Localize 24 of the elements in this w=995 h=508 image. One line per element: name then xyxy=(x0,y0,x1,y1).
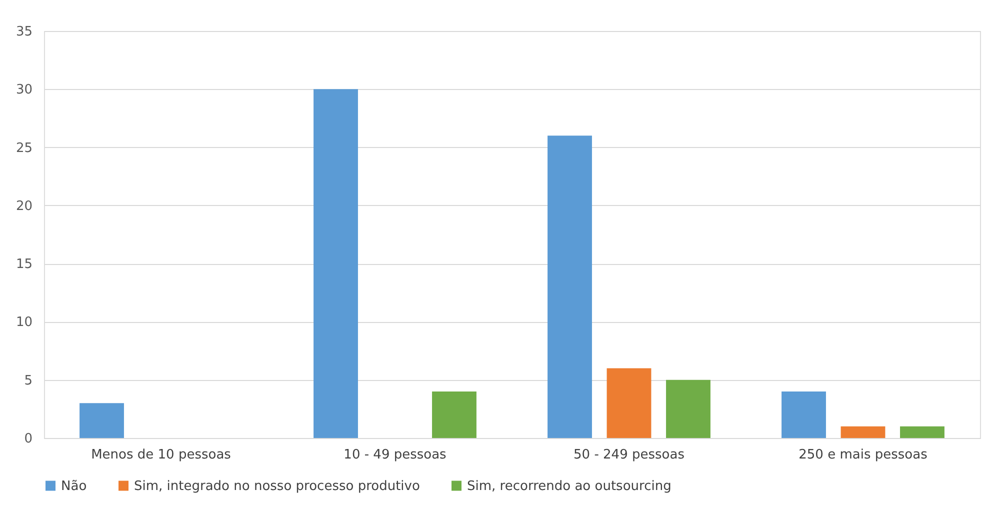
x-tick-label: Menos de 10 pessoas xyxy=(91,448,232,462)
x-tick-label: 250 e mais pessoas xyxy=(798,448,928,462)
bar xyxy=(432,391,476,438)
bar xyxy=(548,136,592,438)
legend-label: Sim, integrado no nosso processo produtivo xyxy=(134,478,420,494)
y-tick-label: 5 xyxy=(24,373,32,388)
y-tick-label: 0 xyxy=(24,432,32,446)
y-tick-label: 25 xyxy=(16,140,32,156)
legend-label: Sim, recorrendo ao outsourcing xyxy=(467,478,672,494)
x-tick-label: 50 - 249 pessoas xyxy=(574,448,685,462)
y-tick-label: 15 xyxy=(16,257,32,272)
bar xyxy=(80,403,124,438)
y-tick-label: 30 xyxy=(16,82,32,98)
bar xyxy=(606,368,652,438)
bar xyxy=(900,426,944,438)
bar xyxy=(314,89,358,438)
legend-label: Não xyxy=(61,478,87,494)
y-tick-label: 20 xyxy=(16,198,32,214)
bar xyxy=(840,426,886,438)
bar xyxy=(782,391,826,438)
y-tick-label: 35 xyxy=(16,24,32,40)
bar xyxy=(666,380,710,438)
y-tick-label: 10 xyxy=(16,315,32,330)
x-tick-label: 10 - 49 pessoas xyxy=(344,448,447,462)
